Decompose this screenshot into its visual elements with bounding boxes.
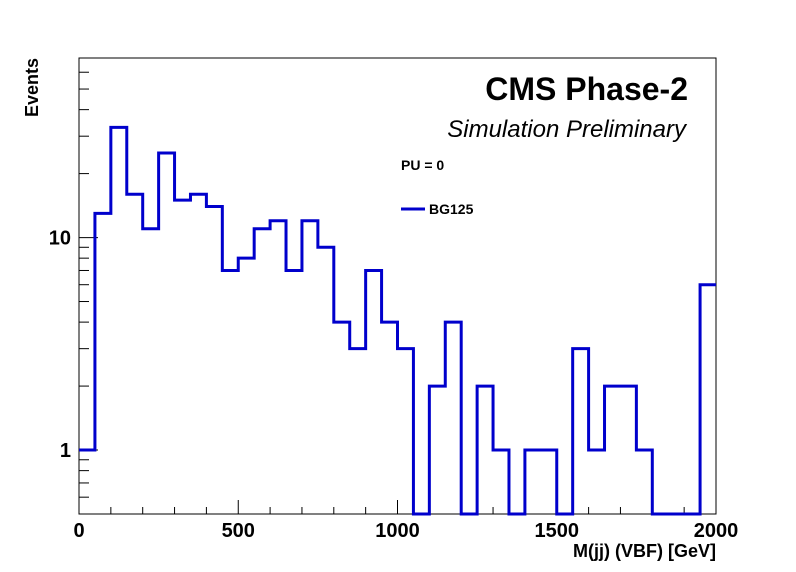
series-line-bg125 [79,125,716,516]
x-tick-label: 2000 [694,520,739,542]
x-tick-label: 1000 [375,520,420,542]
legend: BG125 [401,201,474,217]
x-axis-title: M(jj) (VBF) [GeV] [573,541,716,561]
x-tick-label: 1500 [535,520,580,542]
y-tick-label: 10 [49,228,71,250]
x-tick-label: 0 [73,520,84,542]
experiment-title: CMS Phase-2 [485,71,688,107]
y-tick-label: 1 [60,440,71,462]
series-lines [79,125,716,516]
legend-header: PU = 0 [401,157,444,173]
experiment-subtitle: Simulation Preliminary [447,116,688,143]
legend-label-bg125: BG125 [429,201,474,217]
x-tick-label: 500 [222,520,255,542]
y-axis-title: Events [22,58,42,117]
